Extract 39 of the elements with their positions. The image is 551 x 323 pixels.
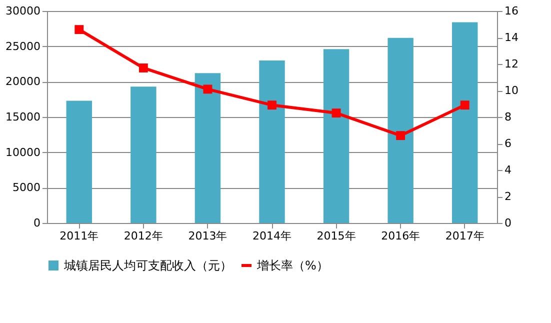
- bar: [259, 60, 285, 223]
- y-tick-label: 15000: [6, 110, 40, 124]
- point: [460, 100, 470, 110]
- x-tick-label: 2011年: [60, 230, 99, 242]
- y2-tick-label: 12: [504, 58, 518, 70]
- bar: [66, 100, 92, 223]
- bar: [130, 86, 156, 223]
- y2-tick-label: 14: [504, 31, 518, 44]
- y2-tick-label: 2: [504, 190, 512, 203]
- bar: [452, 22, 478, 223]
- y-tick-label: 25000: [6, 40, 40, 53]
- y2-tick-label: 10: [504, 84, 518, 97]
- x-tick-label: 2015年: [316, 230, 356, 242]
- x-tick-label: 2017年: [445, 230, 484, 242]
- y2-tick-label: 8: [504, 110, 512, 124]
- bar: [388, 38, 414, 223]
- bar: [194, 73, 221, 223]
- legend-label: 增长率（%）: [256, 258, 328, 272]
- point: [74, 25, 84, 34]
- y-tick-label: 20000: [6, 75, 40, 88]
- y-tick-label: 10000: [6, 146, 40, 159]
- x-tick-label: 2012年: [124, 230, 163, 242]
- y2-tick-label: 16: [504, 4, 518, 18]
- x-tick-label: 2013年: [188, 230, 228, 242]
- y-tick-label: 5000: [12, 181, 40, 194]
- point: [203, 84, 212, 94]
- x-tick-label: 2016年: [381, 230, 420, 242]
- point: [138, 64, 148, 72]
- y2-tick-label: 0: [504, 216, 512, 230]
- legend-label: 城镇居民人均可支配收入（元）: [63, 258, 232, 272]
- bar: [323, 49, 350, 223]
- point: [332, 108, 341, 118]
- y-tick-label: 30000: [6, 4, 40, 18]
- point: [396, 131, 406, 140]
- x-tick-label: 2014年: [252, 230, 292, 242]
- point: [268, 100, 276, 110]
- y-tick-label: 0: [34, 216, 40, 230]
- y2-tick-label: 4: [504, 164, 512, 176]
- y2-tick-label: 6: [504, 137, 512, 150]
